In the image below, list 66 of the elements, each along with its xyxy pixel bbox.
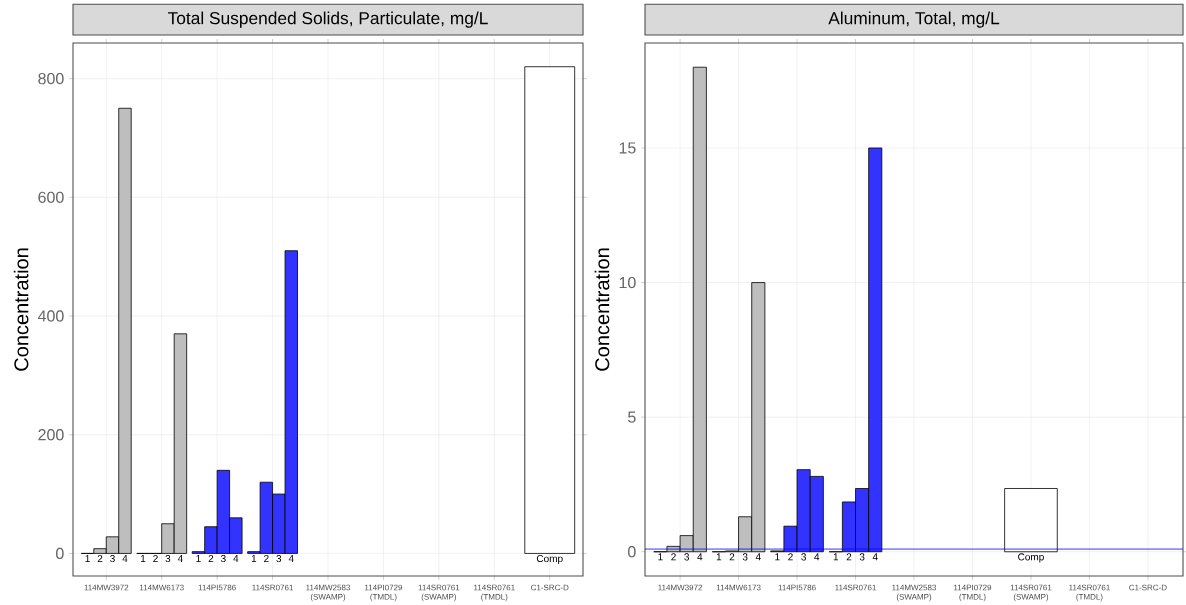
x-tick-label: 114SR0761 (TMDL) [474, 584, 515, 602]
text: 4 [872, 553, 878, 561]
series-label: 2 [97, 555, 103, 563]
x-tick-label: 114SR0761 (TMDL) [1069, 584, 1110, 602]
series-label: 4 [122, 555, 128, 562]
x-tick-label: 114PI5786 [778, 584, 816, 591]
text: 3 [276, 555, 282, 563]
text: 2 [208, 555, 214, 563]
text: 3 [801, 553, 806, 561]
text: 2 [729, 553, 735, 561]
text: 1 [196, 555, 201, 562]
y-tick-label: 800 [38, 72, 64, 85]
legend-label: 1 [140, 555, 146, 562]
text: 2 [788, 553, 793, 561]
text: 4 [233, 555, 239, 562]
text: 2 [153, 555, 158, 563]
x-tick-label: 114MW3972 [658, 584, 703, 591]
y-axis-title: Concentration [13, 248, 29, 371]
y-axis-title: Concentration [594, 248, 610, 371]
y-tick-label: 0 [56, 547, 64, 560]
x-tick-label: C1-SRC-D [531, 584, 569, 591]
text: 4 [288, 555, 294, 562]
chart-title: Aluminum, Total, mg/L [828, 11, 1000, 28]
text: 4 [814, 553, 820, 561]
y-tick-label: 200 [38, 429, 64, 441]
x-tick-label: 114SR0761 [835, 584, 876, 591]
x-tick-label: C1-SRC-D [1129, 584, 1167, 591]
x-tick-label: 114PI0729 (TMDL) [364, 584, 403, 602]
x-tick-label: 114MW2583 (SWAMP) [306, 584, 351, 602]
text: 1 [251, 555, 257, 562]
x-tick-label: 114SR0761 (SWAMP) [1010, 584, 1052, 602]
x-tick-label: 114MW3972 [84, 584, 129, 591]
x-tick-label: 114MW6173 [716, 584, 761, 591]
y-tick-label: 600 [38, 191, 64, 203]
x-tick-label: 114MW2583 (SWAMP) [892, 584, 937, 602]
x-tick-label: 114PI5786 [198, 584, 236, 591]
x-tick-label: 114SR0761 [252, 584, 293, 591]
series-label: 1 [775, 553, 780, 561]
y-tick-label: 15 [619, 142, 636, 154]
y-tick-label: 5 [628, 411, 636, 423]
text: 3 [859, 553, 865, 561]
series-label: Comp [536, 555, 563, 565]
y-tick-label: 400 [37, 310, 64, 322]
series-label: 4 [697, 553, 703, 561]
bar [524, 66, 576, 554]
legend-label: 3 [110, 555, 115, 563]
text: 3 [220, 555, 226, 563]
text: 1 [658, 553, 663, 561]
text: 1 [716, 553, 722, 561]
text: 3 [684, 553, 690, 561]
text: 4 [177, 555, 183, 562]
text: 2 [264, 555, 269, 563]
text: 4 [755, 553, 761, 561]
text: 1 [833, 553, 839, 561]
y-tick-label: 0 [628, 546, 636, 558]
series-label: Comp [1018, 553, 1044, 563]
legend-label: 2 [671, 553, 676, 561]
text: 3 [165, 555, 171, 563]
chart-title: Total Suspended Solids, Particulate, mg/L [167, 11, 488, 28]
x-tick-label: 114PI0729 (TMDL) [954, 584, 992, 602]
x-tick-label: 114SR0761 (SWAMP) [418, 584, 460, 602]
legend-label: 3 [742, 553, 748, 561]
x-tick-label: 114MW6173 [139, 584, 184, 591]
y-tick-label: 10 [619, 276, 636, 289]
text: 1 [85, 555, 90, 562]
text: 2 [846, 553, 852, 561]
